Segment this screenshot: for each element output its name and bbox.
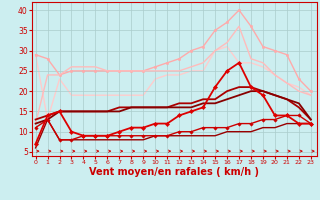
X-axis label: Vent moyen/en rafales ( km/h ): Vent moyen/en rafales ( km/h ) <box>89 167 260 177</box>
